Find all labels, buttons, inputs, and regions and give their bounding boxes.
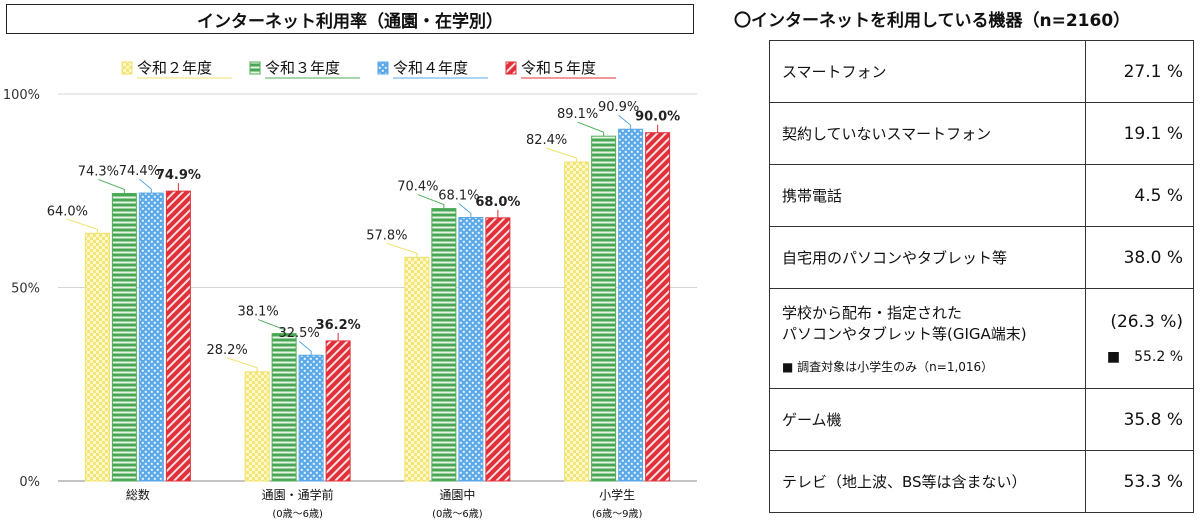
bar-chart: 0% 50% 100% 総数 通園・通学前 (0歳～6歳) 通園中 (0歳～6歳) 小学生 (6歳… [3, 59, 697, 520]
x-tick-label: 通園・通学前 [262, 487, 334, 502]
device-subvalue: ■ 55.2 % [1106, 348, 1183, 365]
bar [564, 161, 590, 482]
table-row: テレビ（地上波、BS等は含まない） 53.3 % [769, 450, 1194, 513]
data-label: 36.2% [316, 318, 361, 333]
leader-line [618, 114, 632, 130]
data-label: 32.5% [278, 326, 319, 341]
bar [458, 216, 484, 482]
x-tick-label: 総数 [126, 487, 150, 502]
legend-swatch [121, 61, 133, 75]
table-row: 契約していないスマートフォン 19.1 % [769, 102, 1194, 165]
bar [325, 340, 351, 482]
bar [244, 371, 270, 482]
data-label: 90.0% [635, 110, 680, 125]
device-value: 27.1 % [1085, 40, 1194, 103]
bar [645, 132, 671, 482]
device-value: 35.8 % [1085, 388, 1194, 451]
device-label: 契約していないスマートフォン [769, 102, 1086, 165]
bar [111, 192, 137, 482]
device-label: 学校から配布・指定された [782, 304, 963, 322]
data-label: 38.1% [237, 305, 278, 320]
devices-title: 〇インターネットを利用している機器（n=2160） [734, 11, 1131, 31]
chart-title: インターネット利用率（通園・在学別） [6, 4, 694, 34]
data-label: 74.4% [119, 164, 160, 179]
legend-swatch [505, 61, 517, 75]
leader-line [226, 357, 258, 372]
bar [298, 354, 324, 482]
table-row: 自宅用のパソコンやタブレット等 38.0 % [769, 226, 1194, 289]
data-label: 64.0% [47, 204, 88, 219]
devices-table: スマートフォン 27.1 % 契約していないスマートフォン 19.1 % 携帯電… [769, 40, 1194, 513]
y-tick-label: 100% [3, 88, 40, 103]
data-label: 70.4% [397, 180, 438, 195]
data-label: 28.2% [206, 343, 247, 358]
device-value: (26.3 %) [1110, 311, 1183, 332]
bar [618, 128, 644, 482]
leader-line [577, 121, 605, 137]
table-row: ゲーム機 35.8 % [769, 388, 1194, 451]
bar [591, 135, 617, 482]
legend-label: 令和５年度 [521, 59, 596, 77]
leader-line [458, 203, 472, 218]
legend-label: 令和２年度 [137, 59, 212, 77]
leader-line [98, 178, 125, 194]
data-label: 68.1% [438, 188, 479, 203]
data-label: 82.4% [526, 133, 567, 148]
device-note: ■ 調査対象は小学生のみ（n=1,016） [782, 360, 994, 374]
bar [84, 232, 110, 482]
bar [271, 333, 297, 482]
device-label-cell: 学校から配布・指定された パソコンやタブレット等(GIGA端末) ■ 調査対象は… [769, 288, 1086, 389]
leader-line [546, 147, 578, 163]
x-tick-sublabel: (6歳～9歳) [592, 508, 643, 520]
leader-line [298, 340, 312, 356]
data-label: 90.9% [598, 100, 639, 115]
device-label: 携帯電話 [769, 164, 1086, 227]
device-label: 自宅用のパソコンやタブレット等 [769, 226, 1086, 289]
bar [165, 190, 191, 482]
table-row: スマートフォン 27.1 % [769, 40, 1194, 103]
leader-line [417, 194, 445, 209]
device-value-cell: (26.3 %) ■ 55.2 % [1085, 288, 1194, 389]
device-value: 53.3 % [1085, 450, 1194, 513]
bar [485, 217, 511, 482]
legend-label: 令和４年度 [393, 59, 468, 77]
legend-swatch [249, 61, 261, 75]
x-tick-label: 小学生 [599, 487, 635, 502]
legend-label: 令和３年度 [265, 59, 340, 77]
leader-line [67, 218, 98, 234]
data-label: 74.9% [156, 168, 201, 183]
y-tick-label: 50% [11, 282, 40, 297]
y-tick-label: 0% [19, 475, 40, 490]
data-label: 57.8% [366, 228, 407, 243]
table-row: 学校から配布・指定された パソコンやタブレット等(GIGA端末) ■ 調査対象は… [769, 288, 1194, 389]
device-label-line2: パソコンやタブレット等(GIGA端末) [782, 325, 1027, 343]
device-label: テレビ（地上波、BS等は含まない） [769, 450, 1086, 513]
device-value: 19.1 % [1085, 102, 1194, 165]
device-label: スマートフォン [769, 40, 1086, 103]
leader-line [139, 178, 152, 194]
device-label: ゲーム機 [769, 388, 1086, 451]
bar [431, 208, 457, 482]
device-value: 4.5 % [1085, 164, 1194, 227]
data-label: 89.1% [557, 107, 598, 122]
data-label: 74.3% [78, 164, 119, 179]
leader-line [257, 319, 285, 334]
leader-line [386, 242, 418, 258]
x-tick-sublabel: (0歳～6歳) [432, 508, 483, 520]
x-tick-label: 通園中 [439, 487, 475, 502]
device-value: 38.0 % [1085, 226, 1194, 289]
data-label: 68.0% [475, 195, 520, 210]
x-tick-sublabel: (0歳～6歳) [272, 508, 323, 520]
bar [404, 256, 430, 482]
legend-swatch [377, 61, 389, 75]
bar [138, 192, 164, 482]
table-row: 携帯電話 4.5 % [769, 164, 1194, 227]
